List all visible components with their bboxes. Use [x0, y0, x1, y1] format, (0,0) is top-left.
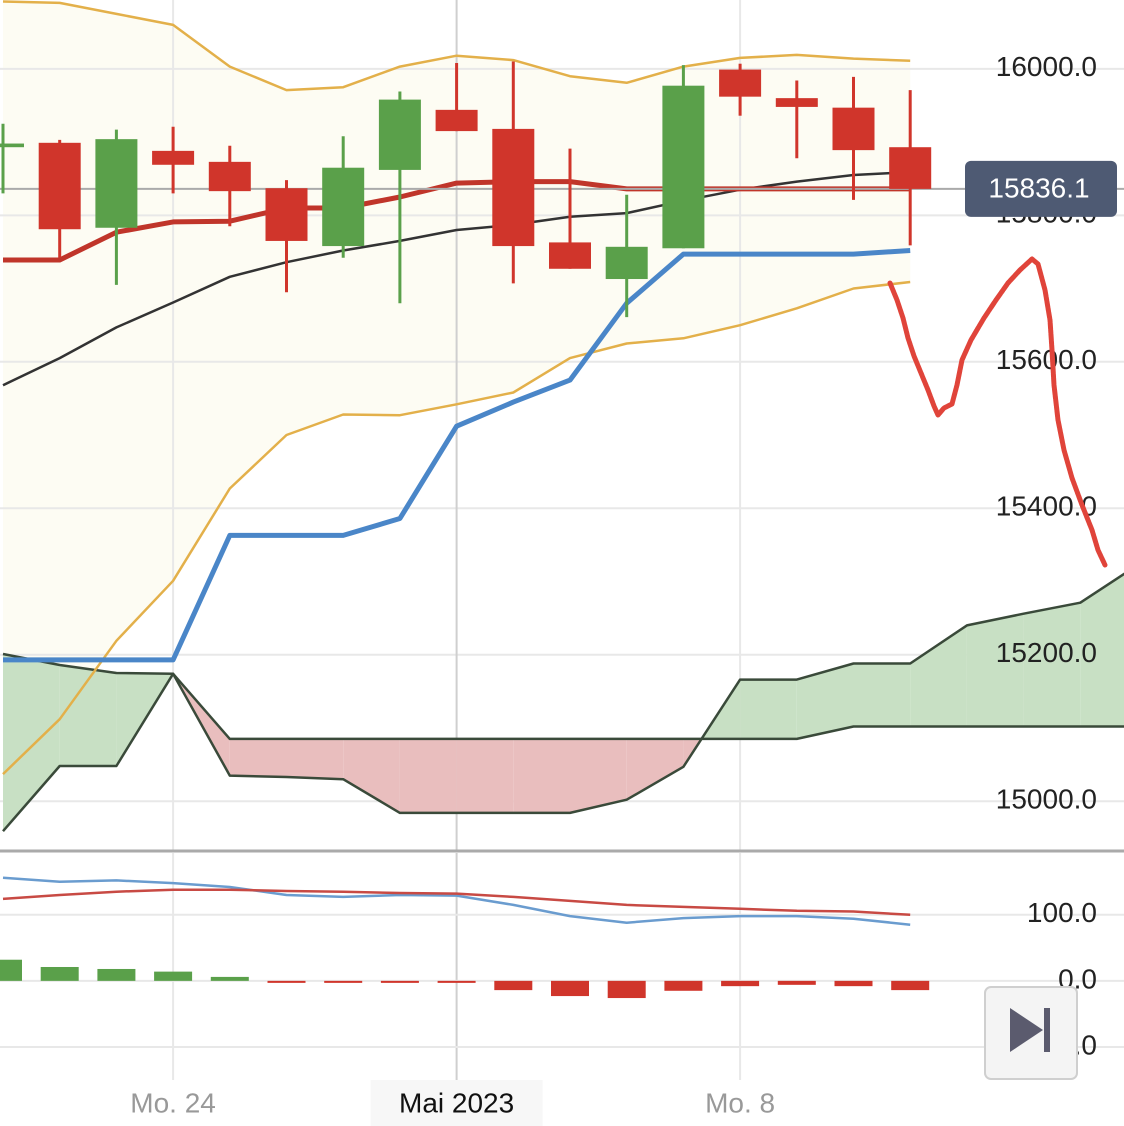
- candle-body: [95, 139, 138, 228]
- y-tick-label: 15000.0: [996, 784, 1097, 815]
- button-icon[interactable]: [1010, 1008, 1043, 1052]
- skip-to-end-button[interactable]: [984, 986, 1078, 1080]
- cloud-fill: [853, 663, 911, 727]
- cloud-fill: [229, 738, 287, 778]
- y-tick-label: 100.0: [1027, 897, 1097, 928]
- cloud-fill: [966, 613, 1024, 727]
- cloud-fill: [740, 679, 797, 739]
- indicator-line: [3, 248, 911, 663]
- cloud-span-a: [2, 572, 1124, 815]
- candle-body: [152, 150, 195, 165]
- candle-body: [549, 242, 591, 269]
- histogram-bar: [97, 968, 136, 981]
- cloud-fill: [456, 738, 514, 813]
- histogram-bar: [324, 980, 363, 983]
- x-tick-label: Mo. 24: [130, 1087, 216, 1118]
- button-icon-bar[interactable]: [1044, 1008, 1050, 1052]
- macd-line: [2, 888, 911, 917]
- candle-body: [662, 85, 705, 249]
- y-tick-label: 15600.0: [996, 344, 1097, 375]
- cloud-fill: [570, 738, 627, 813]
- annotation-scribble: [887, 256, 1108, 568]
- overlay: 15000.015200.015400.015600.015800.016000…: [0, 51, 1124, 1126]
- histogram-bar: [437, 980, 476, 983]
- histogram-bar: [210, 976, 249, 981]
- cloud-fill: [910, 625, 967, 727]
- price-badge-label: 15836.1: [988, 172, 1089, 203]
- candle-body: [322, 167, 365, 247]
- candle-body: [208, 161, 251, 192]
- x-tick-label: Mai 2023: [399, 1087, 514, 1118]
- candle-body: [38, 142, 81, 230]
- histogram-bar: [154, 971, 193, 981]
- cloud-fill: [399, 738, 457, 813]
- candle-body: [832, 107, 875, 151]
- macd-line: [2, 876, 911, 926]
- cloud-fill: [343, 738, 400, 813]
- candle-body: [719, 69, 762, 97]
- histogram-bar: [40, 966, 79, 981]
- candle-body: [492, 128, 535, 247]
- cloud-fill: [626, 738, 684, 800]
- x-label-highlight: [370, 1080, 543, 1126]
- histogram-bar: [834, 980, 873, 987]
- cloud-fill: [1023, 602, 1081, 727]
- cloud-fill: [286, 738, 344, 780]
- histogram-bar: [664, 980, 703, 991]
- histogram-bar: [380, 980, 419, 983]
- price-panel: [0, 0, 1124, 851]
- histogram-bar: [891, 980, 930, 991]
- band-upper: [2, 0, 911, 92]
- cloud-fill: [3, 653, 60, 832]
- candle-body: [889, 147, 932, 189]
- candle-body: [775, 98, 818, 107]
- cloud-fill: [796, 663, 854, 739]
- price-badge: [965, 160, 1117, 217]
- histogram-bar: [607, 980, 646, 999]
- candle-body: [605, 246, 648, 280]
- histogram-bar: [551, 980, 589, 997]
- cloud-fill: [1080, 573, 1124, 727]
- histogram-bar: [0, 959, 22, 981]
- cloud-span-b: [2, 672, 1124, 833]
- histogram-bar: [777, 980, 816, 985]
- candle-body: [0, 143, 24, 148]
- candle-body: [378, 99, 421, 170]
- x-tick-label: Mo. 8: [705, 1087, 775, 1118]
- cloud-fill: [59, 664, 117, 767]
- candle-body: [265, 188, 308, 241]
- band-lower: [2, 280, 911, 775]
- histogram-bar: [721, 980, 760, 987]
- macd-panel: [0, 853, 1124, 1080]
- candle-body: [435, 109, 478, 132]
- histogram-bar: [494, 980, 533, 991]
- y-tick-label: 16000.0: [996, 51, 1097, 82]
- histogram-bar: [267, 980, 306, 983]
- cloud-fill: [513, 738, 570, 813]
- y-tick-label: 15200.0: [996, 637, 1097, 668]
